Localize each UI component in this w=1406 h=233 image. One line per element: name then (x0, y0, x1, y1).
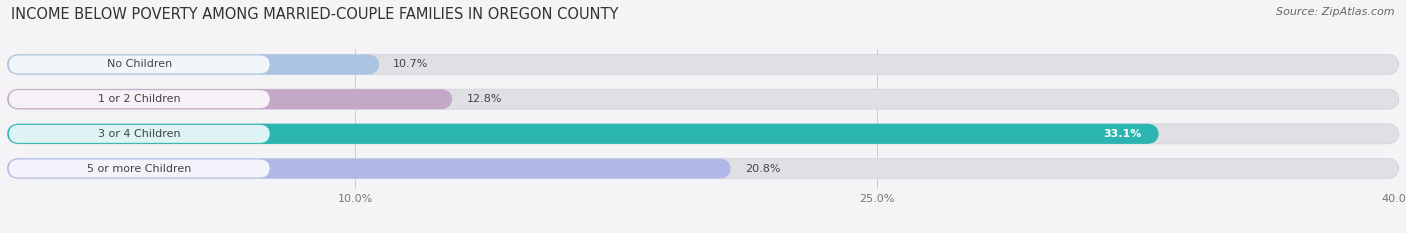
Text: 1 or 2 Children: 1 or 2 Children (98, 94, 180, 104)
FancyBboxPatch shape (7, 89, 1399, 109)
Text: Source: ZipAtlas.com: Source: ZipAtlas.com (1277, 7, 1395, 17)
FancyBboxPatch shape (7, 158, 1399, 178)
FancyBboxPatch shape (7, 55, 380, 75)
Text: 20.8%: 20.8% (745, 164, 780, 174)
Text: No Children: No Children (107, 59, 172, 69)
FancyBboxPatch shape (7, 89, 453, 109)
FancyBboxPatch shape (7, 55, 1399, 75)
FancyBboxPatch shape (7, 158, 731, 178)
FancyBboxPatch shape (7, 124, 1159, 144)
Text: 33.1%: 33.1% (1104, 129, 1142, 139)
FancyBboxPatch shape (8, 55, 270, 73)
Text: 10.7%: 10.7% (394, 59, 429, 69)
FancyBboxPatch shape (8, 125, 270, 143)
Text: 3 or 4 Children: 3 or 4 Children (98, 129, 180, 139)
FancyBboxPatch shape (7, 124, 1399, 144)
Text: 12.8%: 12.8% (467, 94, 502, 104)
FancyBboxPatch shape (8, 90, 270, 108)
Text: 5 or more Children: 5 or more Children (87, 164, 191, 174)
Text: INCOME BELOW POVERTY AMONG MARRIED-COUPLE FAMILIES IN OREGON COUNTY: INCOME BELOW POVERTY AMONG MARRIED-COUPL… (11, 7, 619, 22)
FancyBboxPatch shape (8, 160, 270, 178)
